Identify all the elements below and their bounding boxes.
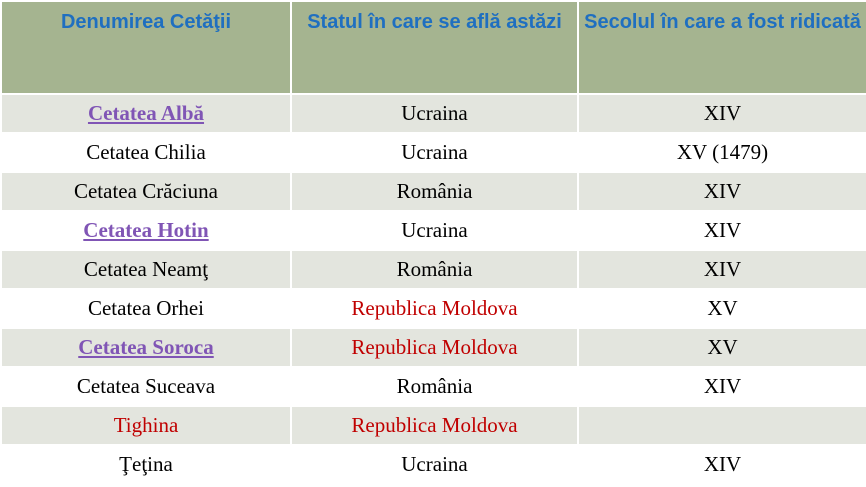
table-row: Cetatea Chilia Ucraina XV (1479)	[0, 132, 866, 173]
cell-text: Ţeţina	[119, 452, 173, 476]
cell-text: Cetatea Crăciuna	[73, 179, 218, 203]
cell-text: XIV	[703, 452, 742, 476]
table-row: Cetatea Soroca Republica Moldova XV	[0, 327, 866, 368]
table-cell: Republica Moldova	[290, 405, 579, 446]
table-body: Cetatea Albă Ucraina XIV Cetatea Chilia Ucra…	[0, 93, 866, 485]
table-row: Cetatea Orhei Republica Moldova XV	[0, 288, 866, 329]
table-cell: XIV	[577, 93, 866, 134]
table-cell: XIV	[577, 366, 866, 407]
cell-text: Ucraina	[401, 140, 468, 164]
header-cell: Denumirea Cetăţii	[0, 0, 292, 95]
cell-text: Republica Moldova	[351, 413, 518, 437]
table-cell: Republica Moldova	[290, 288, 579, 329]
cell-text: România	[396, 374, 473, 398]
table-row: Cetatea Hotin Ucraina XIV	[0, 210, 866, 251]
cell-text: Republica Moldova	[351, 335, 518, 359]
cell-text: Ucraina	[401, 452, 468, 476]
header-row: Denumirea Cetăţii Statul în care se află…	[0, 0, 866, 95]
table-cell: Cetatea Hotin	[0, 210, 292, 251]
table-cell: Cetatea Suceava	[0, 366, 292, 407]
cell-text: XIV	[703, 218, 742, 242]
link-text[interactable]: Cetatea Albă	[87, 101, 205, 125]
header-cell: Statul în care se află astăzi	[290, 0, 579, 95]
table-cell: XIV	[577, 210, 866, 251]
table-cell: Cetatea Albă	[0, 93, 292, 134]
table-cell: Ucraina	[290, 444, 579, 485]
table-cell	[577, 405, 866, 446]
table-cell: XV	[577, 288, 866, 329]
link-text[interactable]: Cetatea Hotin	[83, 218, 209, 242]
table-cell: România	[290, 366, 579, 407]
table-cell: XV (1479)	[577, 132, 866, 173]
cell-text: XIV	[703, 374, 742, 398]
cell-text: Republica Moldova	[351, 296, 518, 320]
table-cell: Cetatea Orhei	[0, 288, 292, 329]
table-cell: XIV	[577, 171, 866, 212]
table-cell: România	[290, 249, 579, 290]
table-row: Ţeţina Ucraina XIV	[0, 444, 866, 485]
cell-text: Tighina	[113, 413, 179, 437]
cell-text: România	[396, 257, 473, 281]
link-text[interactable]: Cetatea Soroca	[78, 335, 214, 359]
cell-text: XV	[707, 296, 738, 320]
table-row: Tighina Republica Moldova	[0, 405, 866, 446]
table-cell: XIV	[577, 249, 866, 290]
cell-text: XIV	[703, 101, 742, 125]
table-cell: Ucraina	[290, 210, 579, 251]
table-cell: Tighina	[0, 405, 292, 446]
cell-text: XV (1479)	[676, 140, 769, 164]
table-cell: Republica Moldova	[290, 327, 579, 368]
table-cell: Cetatea Crăciuna	[0, 171, 292, 212]
table-row: Cetatea Suceava România XIV	[0, 366, 866, 407]
cell-text: XIV	[703, 257, 742, 281]
table-cell: Cetatea Chilia	[0, 132, 292, 173]
header-cell: Secolul în care a fost ridicată	[577, 0, 866, 95]
cell-text: Cetatea Orhei	[87, 296, 205, 320]
table-cell: XV	[577, 327, 866, 368]
cell-text: România	[396, 179, 473, 203]
table-row: Cetatea Neamţ România XIV	[0, 249, 866, 290]
table-cell: Ucraina	[290, 93, 579, 134]
cell-text: XIV	[703, 179, 742, 203]
table-cell: Ucraina	[290, 132, 579, 173]
cell-text: Cetatea Suceava	[76, 374, 216, 398]
cell-text: Ucraina	[401, 218, 468, 242]
cell-text: Ucraina	[401, 101, 468, 125]
table-cell: Cetatea Neamţ	[0, 249, 292, 290]
table-row: Cetatea Albă Ucraina XIV	[0, 93, 866, 134]
table-cell: XIV	[577, 444, 866, 485]
table-cell: România	[290, 171, 579, 212]
table-cell: Cetatea Soroca	[0, 327, 292, 368]
cell-text: Cetatea Neamţ	[83, 257, 209, 281]
table-row: Cetatea Crăciuna România XIV	[0, 171, 866, 212]
table-cell: Ţeţina	[0, 444, 292, 485]
cell-text: XV	[707, 335, 738, 359]
cell-text: Cetatea Chilia	[86, 140, 206, 164]
